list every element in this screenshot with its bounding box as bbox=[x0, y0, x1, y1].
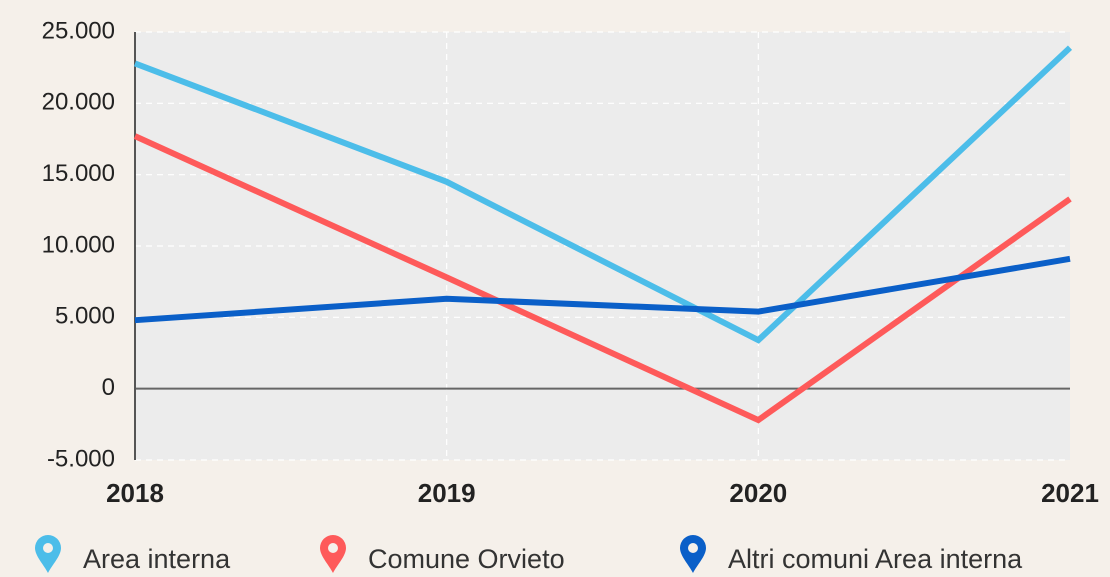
series-line bbox=[133, 45, 1073, 344]
series-line bbox=[134, 255, 1071, 324]
y-tick-label: 25.000 bbox=[42, 17, 115, 44]
y-tick-label: 5.000 bbox=[55, 303, 115, 330]
legend-icon-dot bbox=[43, 543, 53, 553]
legend-label: Altri comuni Area interna bbox=[728, 544, 1023, 574]
legend-icon bbox=[680, 535, 706, 573]
legend-icon-dot bbox=[688, 543, 698, 553]
legend-label: Area interna bbox=[83, 544, 231, 574]
y-tick-label: 15.000 bbox=[42, 160, 115, 187]
legend-icon bbox=[320, 535, 346, 573]
y-tick-label: 0 bbox=[102, 374, 115, 401]
y-tick-label: 10.000 bbox=[42, 231, 115, 258]
series-line bbox=[133, 133, 1072, 424]
x-tick-label: 2020 bbox=[729, 478, 787, 508]
x-tick-label: 2021 bbox=[1041, 478, 1099, 508]
x-tick-label: 2019 bbox=[418, 478, 476, 508]
legend-label: Comune Orvieto bbox=[368, 544, 565, 574]
legend-icon-dot bbox=[328, 543, 338, 553]
y-tick-label: -5.000 bbox=[47, 445, 115, 472]
y-tick-label: 20.000 bbox=[42, 89, 115, 116]
legend-icon bbox=[35, 535, 61, 573]
x-tick-label: 2018 bbox=[106, 478, 164, 508]
